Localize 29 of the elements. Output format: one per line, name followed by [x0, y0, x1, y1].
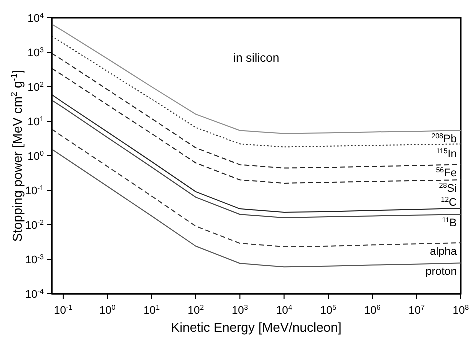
x-tick-label: 10$^{7}$	[408, 304, 425, 317]
y-tick-label: 10$^{3}$	[28, 46, 44, 60]
series-label: $^{115}$In	[436, 147, 457, 160]
series-label: $^{56}$Fe	[436, 166, 457, 180]
x-tick-label: 10$^{-1}$	[54, 304, 73, 317]
y-tick-label: 10$^{-1}$	[25, 184, 44, 198]
y-tick-label: 10$^{-2}$	[25, 219, 44, 232]
x-axis-title: Kinetic Energy [MeV/nucleon]	[171, 320, 342, 335]
series-label: $^{208}$Pb	[432, 132, 457, 146]
y-tick-label: 10$^{0}$	[28, 150, 44, 163]
x-tick-label: 10$^{1}$	[144, 304, 160, 317]
series-label: $^{11}$B	[442, 216, 457, 230]
x-tick-label: 10$^{0}$	[100, 304, 116, 317]
x-tick-label: 10$^{3}$	[232, 304, 248, 317]
series-label: $^{28}$Si	[439, 182, 457, 196]
x-tick-label: 10$^{6}$	[364, 304, 381, 317]
y-tick-label: 10$^{-3}$	[25, 254, 44, 266]
x-tick-label: 10$^{5}$	[320, 304, 337, 317]
x-tick-label: 10$^{2}$	[188, 304, 204, 317]
series-label: alpha	[430, 246, 458, 258]
series-label: $^{12}$C	[441, 196, 458, 210]
x-tick-label: 10$^{8}$	[452, 304, 470, 317]
y-tick-label: 10$^{2}$	[28, 81, 44, 94]
y-tick-label: 10$^{-4}$	[25, 288, 44, 301]
text: in silicon	[233, 51, 280, 65]
y-tick-label: 10$^{1}$	[28, 116, 44, 128]
y-tick-label: 10$^{4}$	[28, 12, 44, 25]
x-tick-label: 10$^{4}$	[276, 304, 292, 317]
series-label: proton	[426, 266, 457, 278]
